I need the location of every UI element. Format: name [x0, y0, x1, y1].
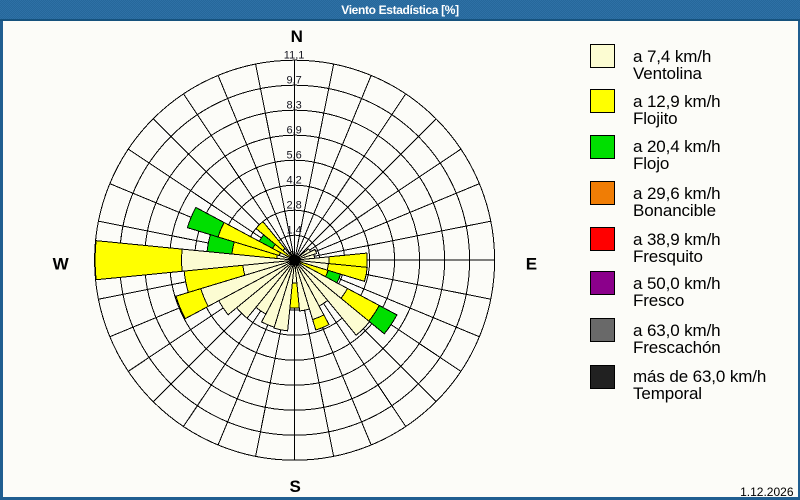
svg-text:S: S: [290, 477, 301, 496]
svg-text:8,3: 8,3: [286, 100, 301, 112]
svg-text:E: E: [526, 255, 537, 274]
svg-text:5,6: 5,6: [286, 150, 301, 162]
svg-text:6,9: 6,9: [286, 125, 301, 137]
svg-text:1,4: 1,4: [286, 225, 301, 237]
svg-text:W: W: [53, 255, 70, 274]
svg-text:9,7: 9,7: [286, 75, 301, 87]
svg-text:2,8: 2,8: [286, 200, 301, 212]
svg-text:N: N: [291, 27, 303, 46]
svg-text:11,1: 11,1: [284, 50, 305, 62]
svg-text:4,2: 4,2: [286, 175, 301, 187]
